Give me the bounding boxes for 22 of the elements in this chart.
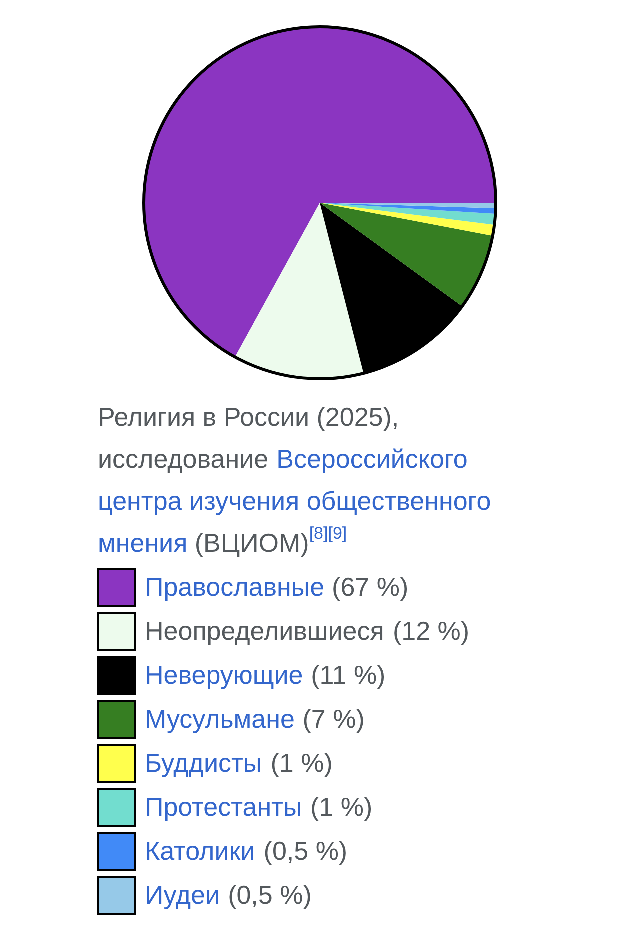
data-label: (1 %) (310, 792, 373, 822)
data-label: (11 %) (311, 660, 386, 690)
data-label: (67 %) (332, 572, 409, 602)
legend-label: Мусульмане (145, 704, 295, 734)
legend-label: Православные (145, 572, 325, 602)
pie-slice (320, 203, 495, 236)
pie-slice (235, 203, 364, 379)
data-label: (7 %) (302, 704, 365, 734)
legend-label: Иудеи (145, 880, 220, 910)
pie-slice (320, 203, 493, 306)
legend-label: Буддисты (145, 748, 262, 778)
data-label: (0,5 %) (264, 836, 348, 866)
data-label: (1 %) (270, 748, 333, 778)
pie-slice (144, 27, 496, 358)
pie-slice (320, 203, 496, 226)
pie-slice (320, 203, 462, 374)
data-label: (0,5 %) (228, 880, 312, 910)
data-label: (12 %) (392, 616, 470, 646)
legend-label: Католики (145, 836, 256, 866)
legend-label: Протестанты (145, 792, 302, 822)
legend-label: Неопределившиеся (145, 616, 384, 646)
legend-label: Неверующие (145, 660, 304, 690)
